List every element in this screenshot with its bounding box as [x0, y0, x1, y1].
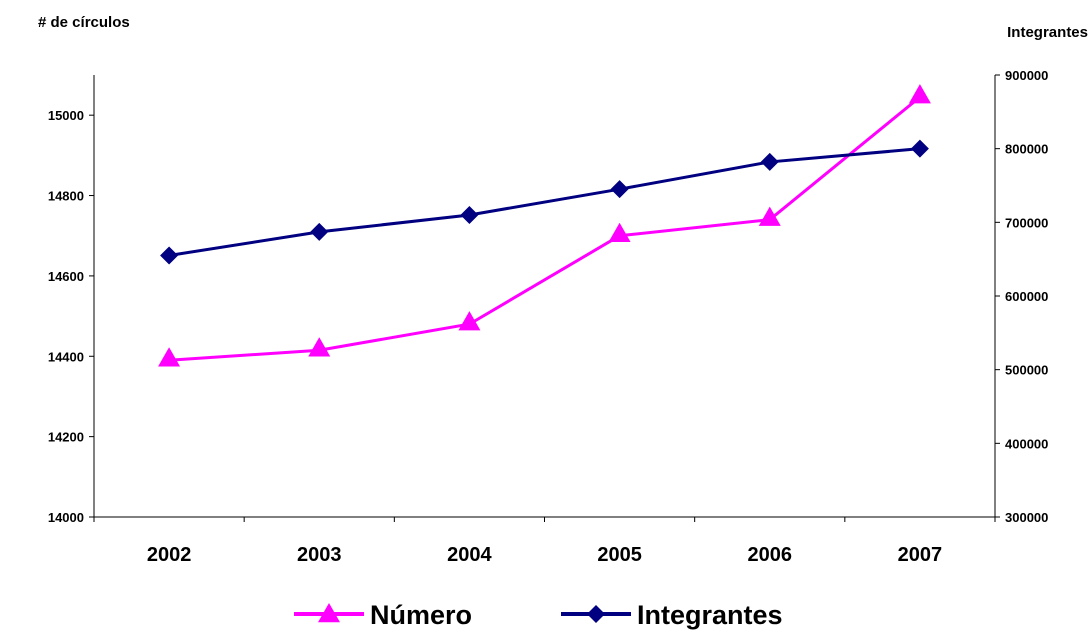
legend-marker-triangle: [318, 603, 340, 623]
left-tick-label: 14000: [48, 510, 84, 525]
right-tick-label: 300000: [1005, 510, 1048, 525]
left-tick-label: 14600: [48, 269, 84, 284]
x-tick-label: 2005: [597, 544, 642, 566]
legend: Número Integrantes: [294, 600, 783, 630]
data-point-triangle: [458, 311, 481, 331]
left-tick-label: 14800: [48, 189, 84, 204]
legend-marker-diamond: [587, 605, 605, 623]
series-line: [168, 147, 921, 257]
data-point-diamond: [610, 180, 629, 199]
axes: [93, 75, 996, 518]
right-tick-label: 900000: [1005, 68, 1048, 83]
x-tick-label: 2006: [748, 544, 793, 566]
x-tick-label: 2003: [297, 544, 342, 566]
data-point-triangle: [308, 337, 331, 357]
left-tick-label: 15000: [48, 108, 84, 123]
data-point-diamond: [760, 152, 779, 171]
legend-item: Número: [294, 600, 472, 630]
data-point-triangle: [608, 222, 631, 242]
right-tick-label: 400000: [1005, 436, 1048, 451]
right-axis-title: Integrantes: [1007, 24, 1088, 41]
data-point-diamond: [160, 246, 179, 265]
series-layer: [158, 84, 931, 367]
data-point-triangle: [758, 206, 781, 226]
left-axis-ticks: 14000 14200 14400 14600 14800 15000: [48, 108, 94, 525]
left-axis-title: # de círculos: [38, 14, 130, 31]
right-tick-label: 800000: [1005, 142, 1048, 157]
right-tick-label: 500000: [1005, 363, 1048, 378]
data-point-diamond: [910, 139, 929, 158]
x-tick-label: 2002: [147, 544, 192, 566]
series-integrantes: [160, 139, 929, 265]
x-tick-label: 2007: [898, 544, 943, 566]
series-numero: [158, 84, 931, 367]
right-axis-ticks: 300000 400000 500000 600000 700000 800000 9000…: [995, 68, 1048, 525]
x-tick-label: 2004: [447, 544, 492, 566]
legend-label: Integrantes: [637, 600, 783, 630]
x-axis-ticks: 2002 2003 2004 2005 2006 2007: [93, 517, 996, 566]
right-tick-label: 700000: [1005, 215, 1048, 230]
legend-label: Número: [370, 600, 472, 630]
legend-item: Integrantes: [561, 600, 783, 630]
data-point-diamond: [460, 205, 479, 224]
data-point-triangle: [908, 84, 931, 104]
data-point-triangle: [158, 347, 181, 367]
series-line: [168, 95, 921, 362]
left-tick-label: 14400: [48, 349, 84, 364]
data-point-diamond: [310, 222, 329, 241]
left-tick-label: 14200: [48, 430, 84, 445]
right-tick-label: 600000: [1005, 289, 1048, 304]
